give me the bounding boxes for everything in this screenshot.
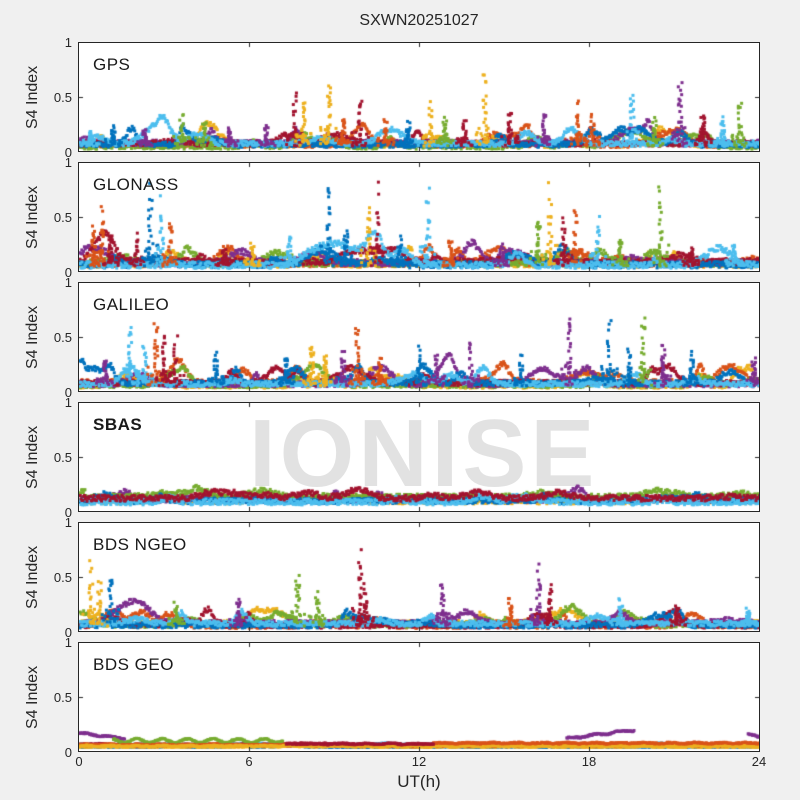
x-axis-label: UT(h) — [397, 772, 441, 791]
scatter-canvas-bds-geo — [79, 643, 759, 751]
y-tick-label-0: 0 — [64, 625, 72, 640]
panel-title-bds-ngeo: BDS NGEO — [93, 535, 187, 554]
y-tick-label-1: 1 — [64, 35, 72, 50]
scatter-canvas-glonass — [79, 163, 759, 271]
figure-title: SXWN20251027 — [359, 12, 479, 29]
x-tick-label-12: 12 — [411, 754, 427, 769]
scatter-canvas-galileo — [79, 283, 759, 391]
y-axis-label-sbas: S4 Index — [24, 425, 41, 489]
x-tick-label-0: 0 — [75, 754, 83, 769]
scatter-canvas-sbas — [79, 403, 759, 511]
y-axis-label-bds-geo: S4 Index — [24, 665, 41, 729]
y-axis-label-galileo: S4 Index — [24, 305, 41, 369]
y-tick-label-1: 1 — [64, 275, 72, 290]
panel-sbas: S4 Index 1 0.5 0 IONISE SBAS — [0, 395, 800, 520]
y-tick-label-0: 0 — [64, 385, 72, 400]
y-tick-label-0: 0 — [64, 505, 72, 520]
scatter-canvas-gps — [79, 43, 759, 151]
panel-title-glonass: GLONASS — [93, 175, 179, 194]
y-tick-label-0.5: 0.5 — [53, 570, 72, 585]
panel-bds-ngeo: S4 Index 1 0.5 0 BDS NGEO — [0, 515, 800, 640]
plot-area-bds-geo: BDS GEO — [78, 642, 760, 752]
y-tick-label-0.5: 0.5 — [53, 210, 72, 225]
plot-area-glonass: GLONASS — [78, 162, 760, 272]
y-tick-label-1: 1 — [64, 155, 72, 170]
plot-area-galileo: GALILEO — [78, 282, 760, 392]
y-tick-label-0: 0 — [64, 265, 72, 280]
plot-area-sbas: IONISE SBAS — [78, 402, 760, 512]
y-tick-label-0.5: 0.5 — [53, 90, 72, 105]
y-tick-label-0.5: 0.5 — [53, 690, 72, 705]
y-axis-label-gps: S4 Index — [24, 65, 41, 129]
y-tick-label-1: 1 — [64, 635, 72, 650]
y-tick-label-1: 1 — [64, 515, 72, 530]
y-tick-label-0: 0 — [64, 745, 72, 760]
plot-area-gps: GPS — [78, 42, 760, 152]
panel-title-sbas: SBAS — [93, 415, 143, 434]
y-tick-label-0.5: 0.5 — [53, 450, 72, 465]
panel-title-galileo: GALILEO — [93, 295, 170, 314]
panel-bds-geo: S4 Index 1 0.5 0 BDS GEO — [0, 635, 800, 760]
plot-area-bds-ngeo: BDS NGEO — [78, 522, 760, 632]
panel-title-bds-geo: BDS GEO — [93, 655, 174, 674]
panel-galileo: S4 Index 1 0.5 0 GALILEO — [0, 275, 800, 400]
y-axis-label-bds-ngeo: S4 Index — [24, 545, 41, 609]
panel-glonass: S4 Index 1 0.5 0 GLONASS — [0, 155, 800, 280]
x-tick-label-24: 24 — [751, 754, 767, 769]
y-tick-label-0.5: 0.5 — [53, 330, 72, 345]
panel-title-gps: GPS — [93, 55, 131, 74]
y-tick-label-0: 0 — [64, 145, 72, 160]
scatter-canvas-bds-ngeo — [79, 523, 759, 631]
x-tick-label-6: 6 — [245, 754, 253, 769]
panel-gps: S4 Index 1 0.5 0 GPS — [0, 35, 800, 160]
y-tick-label-1: 1 — [64, 395, 72, 410]
y-axis-label-glonass: S4 Index — [24, 185, 41, 249]
x-tick-label-18: 18 — [581, 754, 597, 769]
